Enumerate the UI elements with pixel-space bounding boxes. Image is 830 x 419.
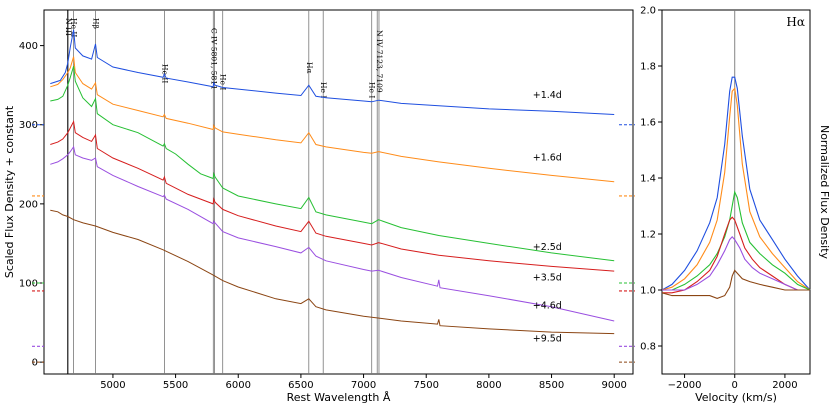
x-tick-label: 2000 [772,380,797,391]
spectrum-line [50,145,615,322]
y-axis-label: Scaled Flux Density + constant [3,105,16,278]
y-tick-label: 2.0 [640,6,656,17]
x-tick-label: 9000 [601,380,626,391]
profile-line [661,269,810,299]
spectrum-line [50,66,615,262]
series-label: +2.5d [533,242,562,253]
x-tick-label: 5500 [163,380,188,391]
y-tick-label: 300 [19,120,38,131]
right-panel-frame [661,9,811,375]
x-axis-label: Rest Wavelength Å [287,391,391,404]
x-tick-label: 6500 [288,380,313,391]
line-marker-label: He II [160,64,169,83]
y-tick-label: 0 [32,358,38,369]
y-tick-label: 0.8 [640,342,656,353]
right-panel: −2000 0 2000 0.8 1.0 1.2 1.4 1.6 1.8 2.0 Velocity … [640,6,830,405]
spectrum-line [50,120,615,272]
y-axis-label: Normalized Flux Density [818,125,830,260]
x-axis-label: Velocity (km/s) [695,391,777,404]
x-tick-label: 8000 [476,380,501,391]
panel-title: Hα [786,15,805,29]
x-tick-label: 8500 [539,380,564,391]
profile-line [662,216,810,294]
x-tick-label: −2000 [668,380,702,391]
y-tick-label: 100 [19,279,38,290]
line-marker-label: N IV 7123, 7109 [375,30,384,93]
x-tick-label: 5000 [100,380,125,391]
y-tick-label: 1.8 [640,62,656,73]
y-tick-label: 1.2 [640,230,656,241]
left-panel-frame [43,9,634,375]
profile-line [661,87,811,291]
x-tick-label: 0 [732,380,738,391]
line-marker-label: He I [319,82,328,98]
x-tick-label: 6000 [226,380,251,391]
y-tick-label: 1.0 [640,286,656,297]
spectrum-line [50,56,615,183]
series-label: +1.4d [533,90,562,101]
line-marker-label: He I [368,82,377,98]
spectrum-line [50,209,615,335]
line-marker-label: He I [219,74,228,90]
line-marker-label: Hα [305,62,314,74]
profile-line [661,76,811,291]
series-label: +1.6d [533,152,562,163]
profile-line [662,235,810,291]
line-marker-label: Hβ [92,18,101,29]
series-label: +9.5d [533,334,562,345]
spectrum-line [50,29,615,115]
x-tick-label: 7500 [413,380,438,391]
series-label: +3.5d [533,273,562,284]
y-tick-label: 200 [19,199,38,210]
line-marker-label: C IV 5801, 5811 [209,28,218,90]
line-marker-label: He II [70,18,79,37]
profile-line [662,190,811,291]
y-tick-label: 1.4 [640,174,656,185]
y-tick-label: 1.6 [640,118,656,129]
y-tick-label: 400 [19,41,38,52]
series-label: +4.6d [533,300,562,311]
x-tick-label: 7000 [351,380,376,391]
line-marker-label: N III [64,18,73,36]
